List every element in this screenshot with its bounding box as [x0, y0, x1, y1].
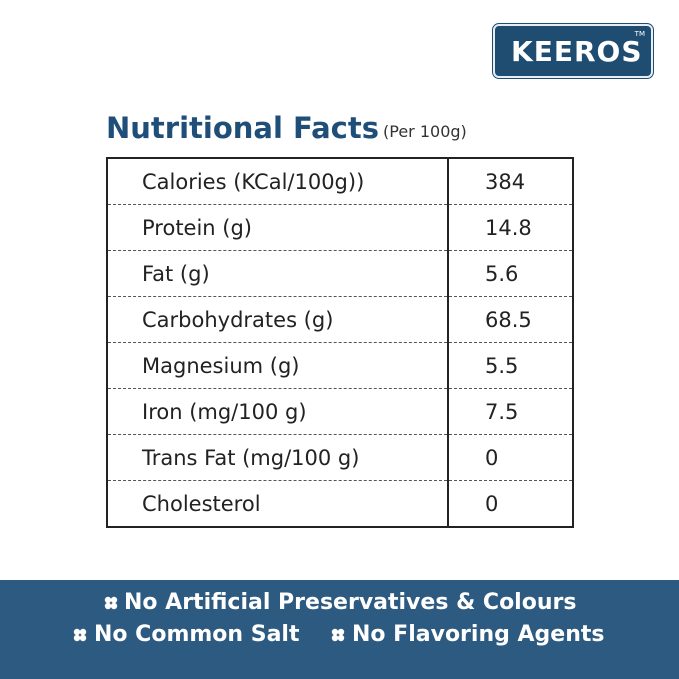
nutrient-name: Cholesterol [107, 480, 449, 527]
nutrient-value: 5.6 [448, 250, 573, 297]
nutrient-value: 7.5 [448, 388, 573, 435]
nutrient-value: 14.8 [448, 204, 573, 251]
feature: No Flavoring Agents [352, 622, 605, 647]
table-row: Trans Fat (mg/100 g) 0 [107, 434, 573, 481]
nutrient-value: 68.5 [448, 296, 573, 343]
title: Nutritional Facts [106, 111, 379, 145]
trademark: TM [634, 30, 645, 38]
nutrient-value: 0 [448, 434, 573, 481]
nutrient-name: Calories (KCal/100g)) [107, 158, 449, 205]
brand-logo: KEEROS TM [492, 23, 654, 79]
table-row: Protein (g) 14.8 [107, 204, 573, 251]
bullet-icon [73, 628, 87, 642]
nutrient-value: 0 [448, 480, 573, 527]
table-row: Fat (g) 5.6 [107, 250, 573, 297]
table-row: Calories (KCal/100g)) 384 [107, 158, 573, 205]
nutrient-value: 5.5 [448, 342, 573, 389]
table-row: Magnesium (g) 5.5 [107, 342, 573, 389]
feature: No Common Salt [94, 622, 300, 647]
nutrition-table: Calories (KCal/100g)) 384 Protein (g) 14.8 F… [106, 157, 574, 528]
subtitle: (Per 100g) [383, 122, 467, 141]
table-row: Cholesterol 0 [107, 480, 573, 527]
nutrient-name: Fat (g) [107, 250, 449, 297]
nutrient-name: Iron (mg/100 g) [107, 388, 449, 435]
brand-name: KEEROS [511, 35, 643, 68]
nutrient-name: Trans Fat (mg/100 g) [107, 434, 449, 481]
nutrient-name: Protein (g) [107, 204, 449, 251]
feature-band: No Artificial Preservatives & Colours No… [0, 580, 679, 679]
nutrient-name: Carbohydrates (g) [107, 296, 449, 343]
table-row: Carbohydrates (g) 68.5 [107, 296, 573, 343]
nutrient-value: 384 [485, 169, 526, 194]
nutrient-name: Magnesium (g) [107, 342, 449, 389]
bullet-icon [331, 628, 345, 642]
bullet-icon [104, 596, 118, 610]
feature: No Artificial Preservatives & Colours [124, 590, 577, 615]
table-row: Iron (mg/100 g) 7.5 [107, 388, 573, 435]
